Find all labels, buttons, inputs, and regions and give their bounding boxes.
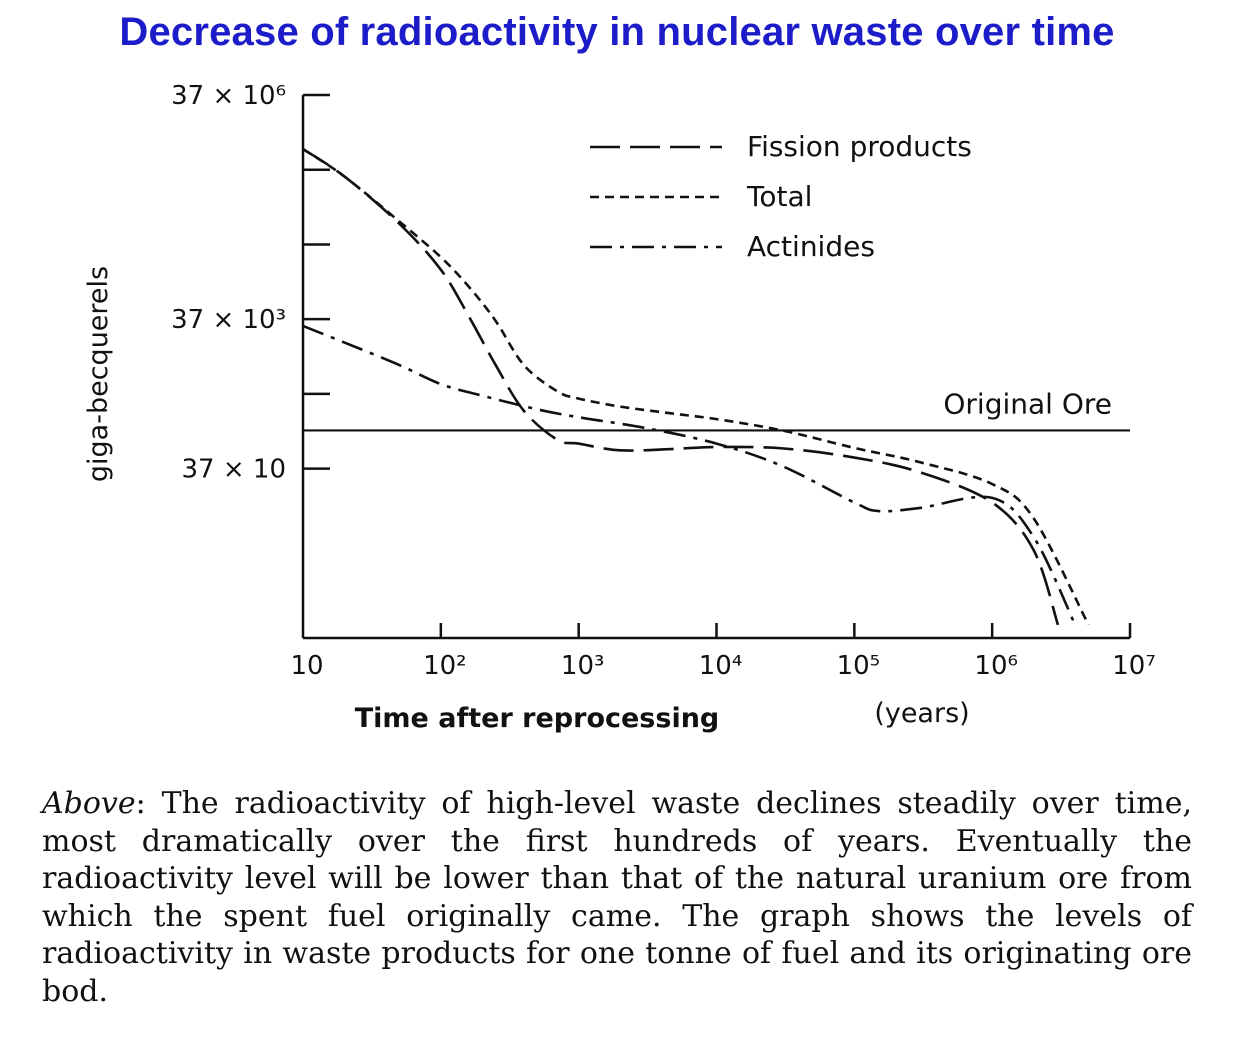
caption-lead: Above: [42, 786, 136, 821]
original-ore-label: Original Ore: [943, 387, 1112, 420]
x-tick-label: 10⁴: [699, 651, 743, 681]
x-tick-label: 10⁷: [1112, 651, 1156, 681]
legend: Fission products Total Actinides: [590, 130, 972, 263]
caption-text: : The radioactivity of high-level waste …: [42, 786, 1192, 1009]
x-tick-label: 10: [290, 651, 323, 681]
caption: Above: The radioactivity of high-level w…: [42, 785, 1192, 1010]
x-axis-unit: (years): [874, 698, 969, 729]
x-tick-label: 10³: [561, 651, 605, 681]
axes: 37 × 10 37 × 10³ 37 × 10⁶ 10 10² 10³ 10⁴ 10⁵ 10⁶…: [171, 81, 1156, 681]
legend-label-fission-products: Fission products: [747, 130, 972, 163]
x-tick-label: 10⁵: [837, 651, 881, 681]
series-layer: [302, 147, 1090, 626]
x-tick-label: 10⁶: [974, 651, 1018, 681]
x-tick-label: 10²: [423, 651, 467, 681]
y-tick-label: 37 × 10: [182, 455, 286, 485]
series-line-total: [302, 147, 1090, 626]
legend-label-actinides: Actinides: [747, 230, 875, 263]
y-axis-label: giga-becquerels: [83, 266, 114, 482]
chart-title: Decrease of radioactivity in nuclear was…: [119, 10, 1115, 54]
series-line-actinides: [302, 324, 1077, 626]
legend-label-total: Total: [746, 180, 812, 213]
series-line-fission-products: [302, 147, 1060, 626]
x-axis-label: Time after reprocessing: [355, 703, 720, 734]
y-tick-label: 37 × 10⁶: [171, 81, 286, 111]
y-tick-label: 37 × 10³: [171, 305, 286, 335]
chart: 37 × 10 37 × 10³ 37 × 10⁶ 10 10² 10³ 10⁴ 10⁵ 10⁶…: [83, 81, 1156, 734]
